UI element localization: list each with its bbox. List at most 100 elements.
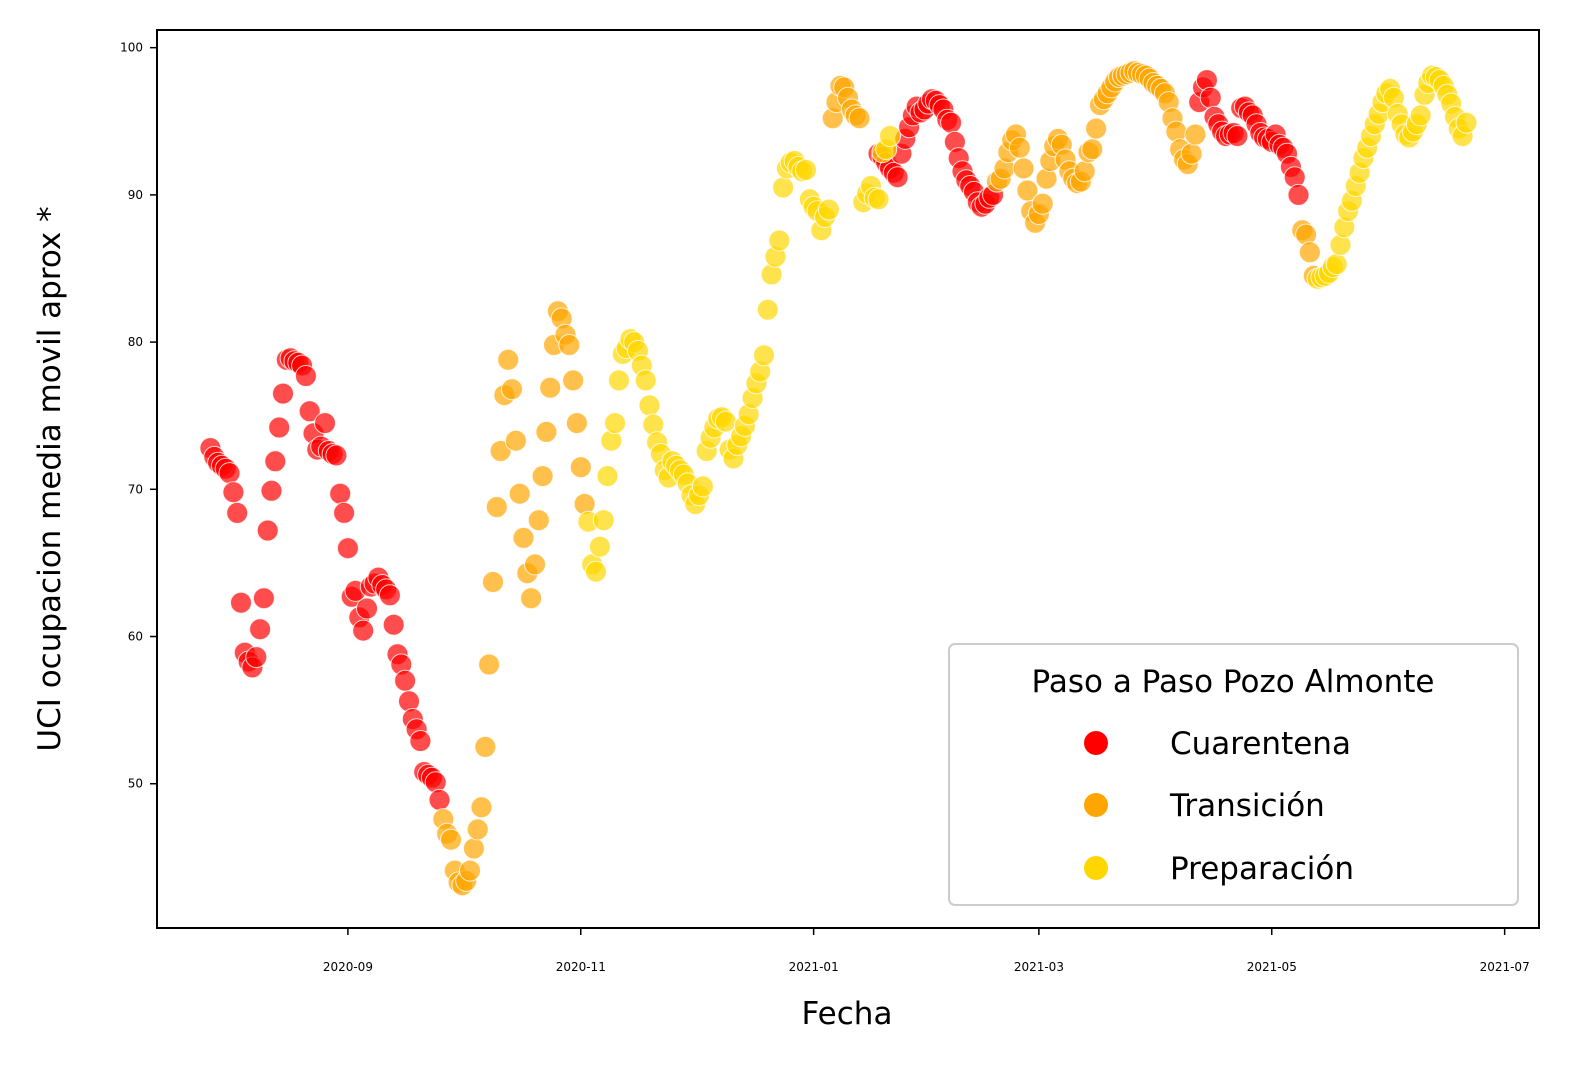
y-tick-label: 90 <box>128 188 143 202</box>
x-tick-label: 2021-05 <box>1247 960 1297 974</box>
legend-box <box>948 643 1519 906</box>
data-point <box>585 560 607 583</box>
data-point <box>691 475 714 498</box>
y-tick-label: 60 <box>128 630 143 644</box>
data-point <box>772 176 795 199</box>
data-point <box>607 369 630 392</box>
data-point <box>535 420 558 443</box>
data-point <box>222 481 245 504</box>
data-point <box>333 501 356 524</box>
data-point <box>512 526 535 549</box>
data-point <box>459 859 481 882</box>
legend-label-transicion: Transición <box>1169 788 1325 824</box>
data-point <box>497 348 520 371</box>
data-point <box>466 818 489 841</box>
data-point <box>940 111 963 134</box>
data-point <box>539 376 562 399</box>
points-layer <box>199 60 1478 897</box>
data-point <box>474 735 497 758</box>
data-point <box>329 482 352 505</box>
data-point <box>879 125 901 147</box>
data-point <box>501 378 523 401</box>
data-point <box>356 597 378 620</box>
data-point <box>482 571 504 593</box>
x-tick-label: 2021-01 <box>789 960 839 974</box>
data-point <box>256 519 279 542</box>
data-point <box>638 394 661 417</box>
data-point <box>394 669 417 692</box>
data-point <box>1008 136 1031 159</box>
legend-entry-preparacion: Preparación <box>1084 851 1354 887</box>
data-point <box>268 416 291 439</box>
y-tick-label: 50 <box>128 777 143 791</box>
series-0 <box>199 69 1310 811</box>
data-point <box>562 369 585 392</box>
data-point <box>634 369 657 392</box>
data-point <box>352 619 375 642</box>
data-point <box>478 653 501 676</box>
data-point <box>1199 86 1222 109</box>
data-point <box>249 618 272 641</box>
x-tick-label: 2021-07 <box>1480 960 1530 974</box>
data-point <box>252 587 275 610</box>
data-point <box>485 496 508 518</box>
legend-marker-preparacion <box>1084 856 1108 880</box>
y-tick-label: 80 <box>128 335 143 349</box>
data-point <box>588 535 611 558</box>
data-point <box>428 788 451 811</box>
data-point <box>848 107 871 130</box>
x-tick-label: 2020-09 <box>323 960 373 974</box>
x-axis-label: Fecha <box>802 996 893 1032</box>
data-point <box>592 509 615 532</box>
data-point <box>325 444 348 467</box>
x-tick-label: 2020-11 <box>556 960 606 974</box>
data-point <box>508 482 531 505</box>
data-point <box>604 412 627 435</box>
data-point <box>264 450 287 473</box>
data-point <box>230 591 252 614</box>
data-point <box>768 229 791 252</box>
data-point <box>489 440 512 462</box>
data-point <box>1085 117 1108 140</box>
y-axis-label: UCI ocupacion media movil aprox * <box>32 206 68 751</box>
y-tick-label: 100 <box>120 41 143 55</box>
data-point <box>1180 142 1203 165</box>
data-point <box>596 465 619 488</box>
data-point <box>1012 157 1035 180</box>
data-point <box>294 365 317 387</box>
data-point <box>867 188 890 211</box>
legend-title: Paso a Paso Pozo Almonte <box>1032 664 1435 700</box>
data-point <box>817 198 840 221</box>
data-point <box>1073 160 1096 183</box>
data-point <box>1031 192 1054 215</box>
series-2 <box>577 64 1478 583</box>
data-point <box>1226 125 1249 147</box>
y-tick-label: 70 <box>128 482 143 496</box>
data-point <box>1325 253 1348 276</box>
legend-label-preparacion: Preparación <box>1170 851 1354 887</box>
data-point <box>756 298 779 321</box>
data-point <box>336 537 359 560</box>
data-point <box>1184 123 1207 146</box>
data-point <box>245 646 268 669</box>
data-point <box>1409 104 1432 127</box>
data-point <box>558 334 581 356</box>
x-tick-label: 2021-03 <box>1014 960 1064 974</box>
data-point <box>569 456 592 479</box>
data-point <box>378 584 401 607</box>
data-point <box>260 479 283 502</box>
data-point <box>314 412 336 435</box>
data-point <box>1081 138 1104 161</box>
legend-label-cuarentena: Cuarentena <box>1170 726 1351 762</box>
legend-entry-cuarentena: Cuarentena <box>1084 726 1351 762</box>
data-point <box>218 462 241 485</box>
data-point <box>382 613 405 636</box>
data-point <box>226 501 249 524</box>
data-point <box>565 412 588 435</box>
data-point <box>440 828 462 851</box>
legend-marker-cuarentena <box>1084 731 1108 755</box>
y-axis: 50 60 70 80 90 100 <box>120 41 157 791</box>
data-point <box>886 166 909 189</box>
plot-frame <box>156 29 1540 929</box>
